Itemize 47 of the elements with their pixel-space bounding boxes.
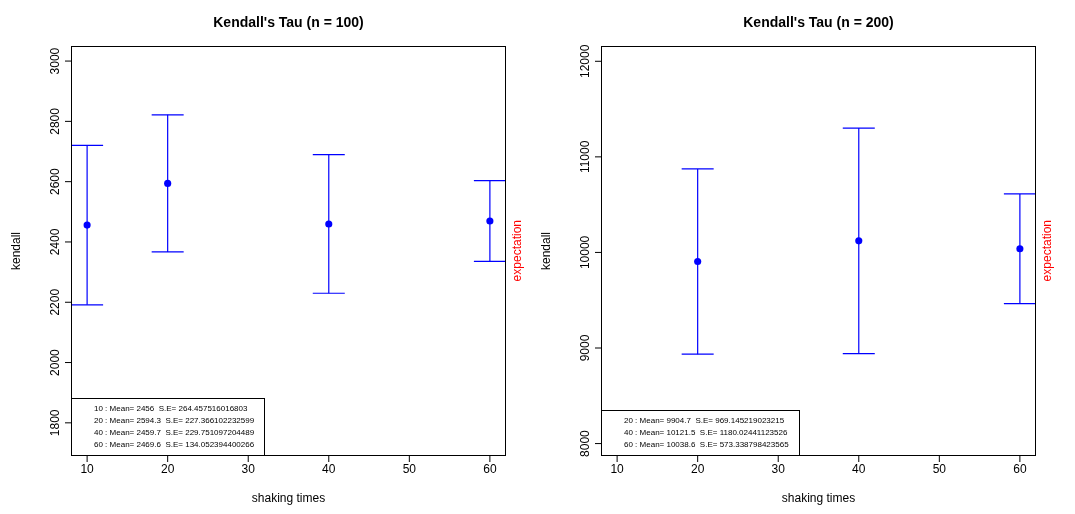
- chart-title: Kendall's Tau (n = 200): [742, 14, 895, 30]
- y-tick-label: 9000: [578, 334, 592, 362]
- y-tick-label: 2800: [48, 107, 62, 135]
- y-tick-label: 10000: [578, 235, 592, 270]
- y-tick-label: 3000: [48, 47, 62, 75]
- y-tick-label: 12000: [578, 44, 592, 78]
- x-tick-label: 60: [1013, 461, 1027, 476]
- x-tick-label: 10: [80, 461, 95, 476]
- y2-axis-title: expectation: [510, 220, 524, 282]
- y-tick-label: 8000: [578, 429, 592, 457]
- x-tick-label: 50: [932, 461, 947, 476]
- note-box: 20 : Mean= 9904.7 S.E= 969.145219023215 40 : Mean= 10121.5 S.E= 1180.02441123526 60 : Mean= 10038.6 S.E= 573.338798423565: [601, 410, 800, 456]
- annotation: 10 : Mean= 2456 S.E= 264.457516016803: [94, 403, 249, 415]
- y-tick-label: 2000: [48, 348, 62, 376]
- point: [1016, 245, 1024, 253]
- chart-title: Kendall's Tau (n = 100): [212, 14, 365, 30]
- x-tick-label: 60: [483, 461, 497, 476]
- x-tick-label: 20: [160, 461, 175, 476]
- x-axis-title: shaking times: [781, 491, 856, 505]
- y2-axis-title: expectation: [1040, 220, 1054, 282]
- point: [855, 237, 863, 245]
- y-tick-label: 2400: [48, 228, 62, 256]
- point: [325, 220, 333, 228]
- x-tick-label: 20: [690, 461, 705, 476]
- y-tick-label: 2600: [48, 167, 62, 196]
- x-tick-label: 30: [241, 461, 256, 476]
- annotation: 20 : Mean= 2594.3 S.E= 227.366102232599: [94, 415, 255, 427]
- y-tick-label: 2200: [48, 288, 62, 316]
- y-axis-title: kendall: [9, 231, 24, 271]
- y-tick-label: 1800: [48, 409, 62, 437]
- point: [486, 217, 494, 225]
- x-tick-label: 30: [771, 461, 786, 476]
- annotation: 60 : Mean= 2469.6 S.E= 134.052394400266: [94, 439, 255, 451]
- point: [83, 221, 91, 229]
- x-tick-label: 40: [852, 461, 866, 476]
- annotation: 40 : Mean= 2459.7 S.E= 229.751097204489: [94, 427, 255, 439]
- point: [694, 257, 702, 266]
- x-tick-label: 10: [610, 461, 625, 476]
- y-tick-label: 11000: [578, 140, 592, 174]
- x-axis-title: shaking times: [251, 491, 326, 505]
- annotation: 20 : Mean= 9904.7 S.E= 969.145219023215: [624, 415, 786, 427]
- annotation: 60 : Mean= 10038.6 S.E= 573.338798423565: [624, 439, 789, 451]
- x-tick-label: 50: [402, 461, 417, 476]
- annotation: 40 : Mean= 10121.5 S.E= 1180.02441123526: [624, 427, 789, 439]
- y-axis-title: kendall: [539, 231, 554, 271]
- point: [164, 179, 172, 187]
- x-tick-label: 40: [322, 461, 336, 476]
